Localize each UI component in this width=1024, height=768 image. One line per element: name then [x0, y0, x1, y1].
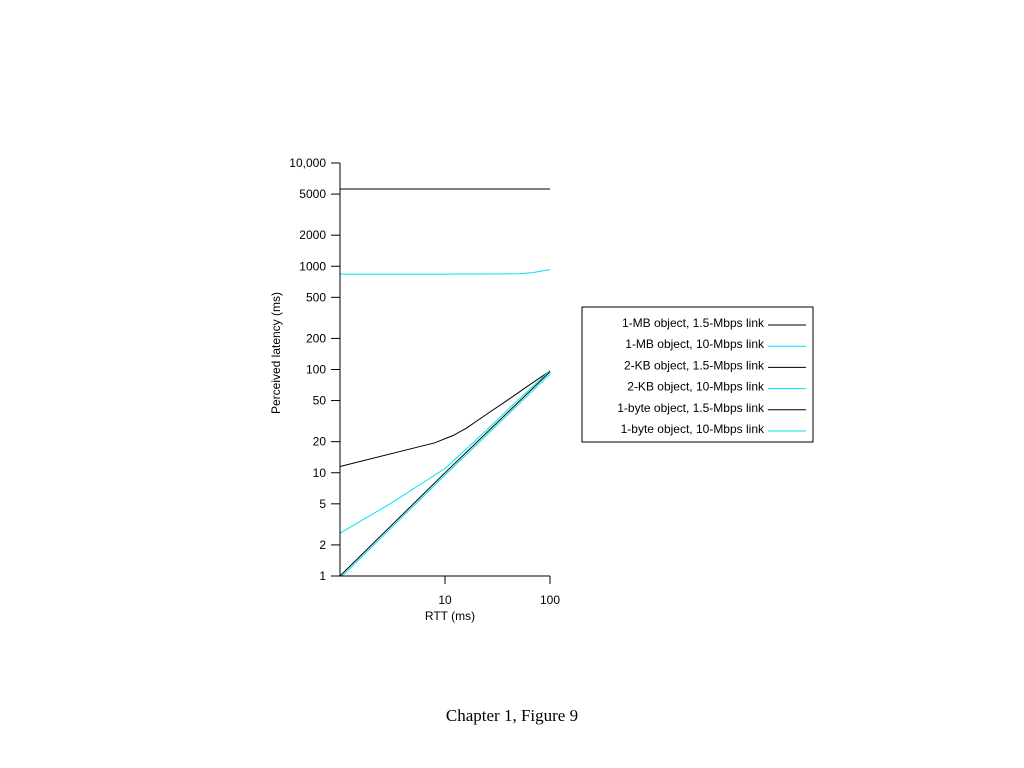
y-tick-label: 20: [313, 435, 327, 449]
plot-lines: [339, 188, 551, 577]
y-tick-label: 2000: [299, 228, 326, 242]
legend-label-3: 2-KB object, 1.5-Mbps link: [624, 358, 765, 372]
y-tick-label: 500: [306, 290, 326, 304]
series-line-6: [341, 373, 551, 577]
y-tick-label: 1: [319, 569, 326, 583]
y-tick-label: 200: [306, 331, 326, 345]
y-tick-label: 1000: [299, 259, 326, 273]
axes: [339, 163, 550, 577]
x-tick-label: 10: [438, 593, 452, 607]
legend: 1-MB object, 1.5-Mbps link 1-MB object, 1…: [581, 306, 814, 443]
figure-caption: Chapter 1, Figure 9: [445, 706, 579, 725]
y-tick-label: 5: [319, 497, 326, 511]
y-tick-label: 2: [319, 538, 326, 552]
legend-label-4: 2-KB object, 10-Mbps link: [627, 380, 765, 394]
legend-label-5: 1-byte object, 1.5-Mbps link: [617, 401, 765, 415]
y-axis-label: Perceived latency (ms): [269, 292, 283, 414]
series-line-3: [339, 370, 551, 467]
series-line-5: [339, 371, 551, 577]
y-tick-label: 10,000: [289, 156, 326, 170]
y-tick-label: 50: [313, 394, 327, 408]
y-tick-label: 100: [306, 363, 326, 377]
y-tick-label: 5000: [299, 187, 326, 201]
series-line-2: [340, 269, 551, 275]
x-axis-label: RTT (ms): [425, 609, 475, 623]
x-ticks: 10 100: [438, 576, 560, 607]
legend-label-2: 1-MB object, 10-Mbps link: [625, 337, 765, 351]
legend-label-1: 1-MB object, 1.5-Mbps link: [622, 316, 765, 330]
x-tick-label: 100: [540, 593, 560, 607]
y-tick-label: 10: [313, 466, 327, 480]
y-ticks: 1 2 5 10 20 50 100 200 500 1000 2000 5000 10,000: [289, 156, 340, 583]
series-line-4: [339, 370, 551, 534]
legend-box: [581, 306, 814, 443]
legend-label-6: 1-byte object, 10-Mbps link: [621, 422, 765, 436]
